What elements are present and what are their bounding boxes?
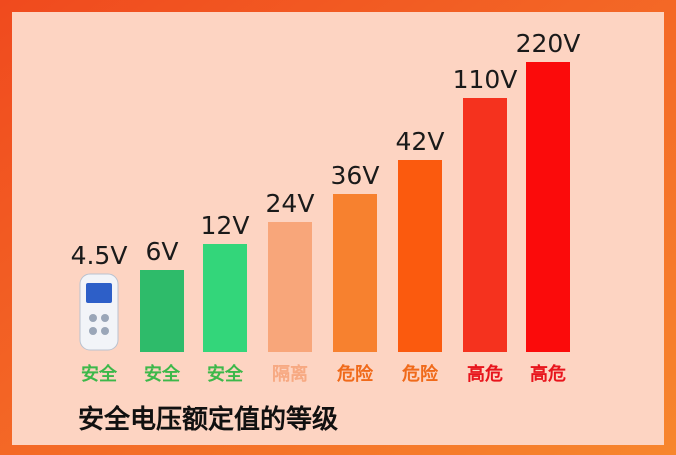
level-label: 高危 (530, 363, 566, 385)
bar (268, 222, 312, 352)
level-label: 安全 (81, 363, 118, 385)
voltage-label: 110V (453, 65, 518, 94)
voltage-label: 36V (331, 161, 380, 190)
level-label: 高危 (467, 363, 503, 385)
voltage-label: 4.5V (71, 241, 128, 270)
voltage-label: 6V (145, 237, 178, 266)
bar (333, 194, 377, 352)
bar (203, 244, 247, 352)
bar (526, 62, 570, 352)
voltage-label: 12V (201, 211, 250, 240)
bar (398, 160, 442, 352)
bar (463, 98, 507, 352)
voltage-label: 42V (396, 127, 445, 156)
level-label: 安全 (207, 363, 244, 385)
title: 安全电压额定值的等级 (78, 404, 338, 435)
level-label: 危险 (336, 363, 374, 385)
voltage-label: 220V (516, 29, 581, 58)
device (79, 273, 119, 351)
bar (140, 270, 184, 352)
voltage-label: 24V (266, 189, 315, 218)
level-label: 安全 (144, 363, 181, 385)
level-label: 隔离 (272, 363, 308, 385)
level-label: 危险 (401, 363, 439, 385)
